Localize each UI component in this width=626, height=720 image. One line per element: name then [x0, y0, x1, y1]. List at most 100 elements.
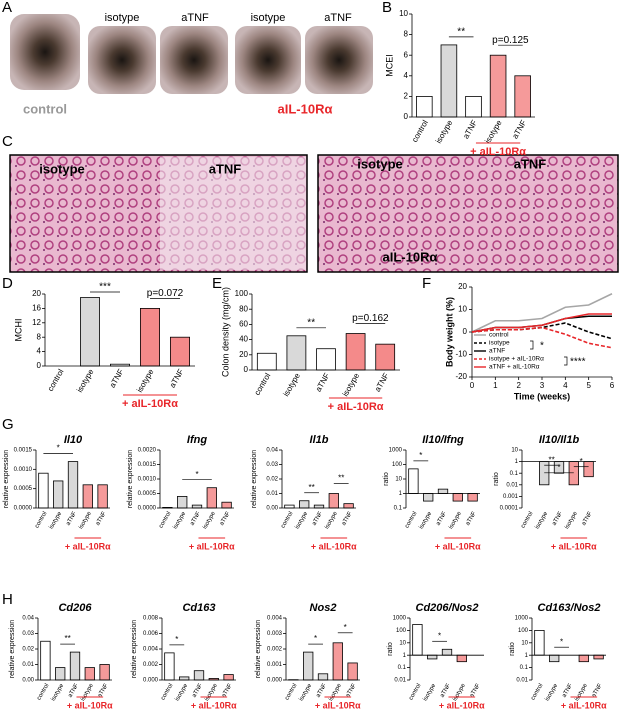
x-tick-label: aTNF [581, 510, 594, 526]
y-tick-label: -10 [455, 350, 467, 359]
bar [39, 473, 48, 508]
y-axis-label: Colon density (mg/cm) [220, 287, 230, 377]
y-tick-label: 2 [404, 92, 409, 101]
bar [329, 494, 338, 509]
panel-letter: B [382, 0, 392, 16]
x-tick-label: isotype [49, 510, 64, 530]
y-tick-label: 0.0005 [138, 491, 157, 497]
y-tick-label: 0.0001 [500, 506, 519, 512]
x-tick-label: isotype [452, 682, 467, 702]
chart-title: Ifng [187, 434, 207, 446]
significance-label: * [419, 451, 422, 460]
bar [222, 502, 231, 508]
bar [179, 677, 188, 680]
bar [177, 496, 186, 508]
x-tick-label: aTNF [108, 367, 126, 389]
x-tick-label: aTNF [373, 371, 391, 393]
bar [535, 630, 544, 655]
y-axis-label: ratio [387, 642, 394, 656]
y-tick-label: 0.1 [394, 506, 403, 512]
x-tick-label: control [34, 511, 48, 530]
bar [303, 652, 312, 680]
x-tick-label: isotype [299, 682, 314, 702]
x-tick-label: 4 [563, 381, 568, 390]
y-tick-label: 0 [463, 327, 468, 336]
chart-title: Nos2 [310, 602, 337, 614]
bar [257, 353, 276, 370]
y-tick-label: 8 [37, 332, 42, 341]
significance-label: * [540, 341, 544, 352]
y-tick-label: 0.01 [394, 678, 406, 684]
bar [165, 653, 174, 680]
y-axis-label: relative expression [9, 620, 16, 678]
chart-title: Il1b [310, 434, 329, 446]
bar [442, 649, 451, 655]
y-tick-label: 0.04 [22, 616, 34, 622]
panel-letter: G [2, 416, 14, 433]
x-tick-label: isotype [202, 510, 217, 530]
y-tick-label: 10 [395, 477, 402, 483]
x-tick-label: isotype [423, 682, 438, 702]
x-tick-label: isotype [535, 510, 550, 530]
bar [100, 665, 109, 681]
x-tick-label: control [160, 683, 174, 702]
y-tick-label: 1 [525, 653, 529, 659]
y-tick-label: 100 [392, 462, 403, 468]
bar [515, 76, 531, 117]
y-tick-label: 1 [399, 491, 403, 497]
image-label: isotype [251, 12, 286, 24]
x-tick-label: isotype [448, 510, 463, 530]
endoscopy-image [160, 26, 228, 94]
chart-title: Il10/Ifng [422, 434, 464, 446]
x-tick-label: aTNF [345, 682, 358, 698]
panel-letter: F [422, 275, 431, 292]
group-label: + aIL-10Rα [551, 541, 597, 551]
x-tick-label: isotype [434, 118, 455, 145]
bar [346, 334, 365, 370]
y-tick-label: 100 [396, 628, 407, 634]
image-label: aIL-10Rα [383, 249, 438, 264]
x-tick-label: 3 [540, 381, 545, 390]
y-axis-label: relative expression [131, 620, 138, 678]
y-tick-label: 1000 [389, 448, 403, 454]
y-tick-label: 0 [404, 112, 409, 121]
y-tick-label: 0.0015 [138, 462, 157, 468]
image-label: aTNF [324, 12, 352, 24]
significance-label: * [195, 470, 198, 479]
x-tick-label: isotype [173, 510, 188, 530]
panel-letter: A [2, 0, 12, 16]
y-tick-label: 0.004 [267, 616, 283, 622]
bar [333, 643, 342, 680]
bar [140, 308, 159, 366]
legend-label: isotype + aIL-10Rα [489, 356, 544, 363]
group-label: + aIL-10Rα [328, 401, 384, 413]
x-tick-label: isotype [281, 371, 302, 398]
bar [170, 337, 189, 366]
significance-label: * [314, 634, 317, 643]
x-tick-label: aTNF [561, 682, 574, 698]
histology-image [318, 155, 618, 272]
significance-label: * [438, 631, 441, 640]
significance-label: ** [457, 27, 465, 38]
y-tick-label: 1000 [515, 616, 529, 622]
bar [569, 462, 578, 485]
x-tick-label: aTNF [191, 682, 204, 698]
x-tick-label: isotype [75, 367, 96, 394]
y-tick-label: 0.0010 [14, 467, 33, 473]
legend-label: control [489, 332, 509, 339]
group-label: control [23, 101, 67, 116]
y-tick-label: 10 [399, 9, 408, 18]
x-tick-label: isotype [51, 682, 66, 702]
bracket [530, 341, 533, 349]
y-tick-label: 0.000 [267, 678, 283, 684]
significance-label: ** [548, 455, 554, 464]
significance-label: ** [308, 483, 314, 492]
bar [579, 655, 588, 661]
group-label: aIL-10Rα [278, 101, 333, 116]
y-axis-label: Body weight (%) [444, 297, 454, 367]
y-tick-label: 12 [32, 318, 41, 327]
y-tick-label: 10 [399, 640, 406, 646]
bar [68, 462, 77, 508]
panel-letter: D [2, 275, 13, 292]
